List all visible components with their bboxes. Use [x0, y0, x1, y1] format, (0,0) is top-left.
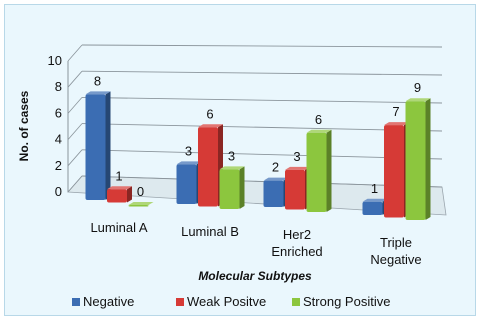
y-tick-label: 8 [55, 79, 62, 94]
data-label: 2 [272, 160, 279, 175]
x-tick-label: Negative [370, 252, 421, 267]
x-tick-label: Luminal A [90, 220, 147, 235]
gridline [81, 149, 443, 160]
bar [219, 169, 240, 209]
gridline-depth [67, 44, 83, 62]
bar-top [107, 186, 132, 190]
legend-label: Strong Positive [303, 294, 390, 309]
bar [176, 164, 197, 204]
bar-top [85, 91, 111, 95]
bar-top [405, 98, 431, 102]
data-label: 7 [392, 104, 399, 119]
data-label: 3 [228, 148, 235, 163]
data-label: 3 [293, 149, 300, 164]
data-label: 9 [414, 80, 421, 95]
bar [128, 205, 149, 207]
legend-label: Weak Positve [187, 294, 266, 309]
data-label: 8 [94, 73, 101, 88]
y-tick-label: 10 [48, 53, 62, 68]
gridline [81, 70, 443, 76]
gridline-depth [67, 97, 83, 114]
data-label: 1 [115, 168, 122, 183]
bar [107, 189, 127, 203]
data-label: 1 [371, 181, 378, 196]
legend-label: Negative [83, 294, 134, 309]
bar-top [263, 177, 289, 181]
y-axis-title: No. of cases [17, 90, 31, 161]
bar-top [306, 129, 332, 133]
bar [405, 101, 426, 220]
data-label: 6 [315, 112, 322, 127]
bar [306, 132, 327, 212]
bar-top [198, 124, 223, 128]
bar-side [425, 98, 431, 220]
bar-side [105, 91, 111, 200]
x-axis-title: Molecular Subtypes [198, 269, 312, 283]
x-tick-label: Luminal B [181, 224, 239, 239]
y-tick-label: 4 [55, 132, 62, 147]
gridline [81, 44, 443, 48]
gridline [81, 175, 443, 188]
bar-side [127, 186, 132, 203]
bar-top [219, 166, 245, 170]
bar-top [128, 202, 154, 205]
x-tick-label: Triple [380, 235, 412, 250]
bar [384, 125, 404, 218]
legend-swatch [292, 298, 300, 306]
legend-swatch [176, 298, 184, 306]
x-tick-label: Her2 [283, 227, 311, 242]
bar [285, 169, 305, 210]
bar [85, 94, 106, 200]
bar-side [326, 129, 332, 212]
data-label: 6 [206, 106, 213, 121]
data-label: 0 [137, 184, 144, 199]
gridline [81, 96, 443, 104]
gridline-depth [67, 175, 83, 193]
bar [198, 127, 218, 207]
gridline-depth [67, 149, 83, 167]
x-tick-label: Enriched [271, 244, 322, 259]
bar [362, 201, 383, 215]
bar-top [285, 166, 310, 170]
gridline-depth [67, 70, 83, 88]
bar [263, 180, 284, 207]
data-label: 3 [185, 143, 192, 158]
y-tick-label: 2 [55, 158, 62, 173]
gridline-depth [67, 123, 83, 140]
gridline [81, 123, 443, 132]
y-tick-label: 6 [55, 105, 62, 120]
y-tick-label: 0 [55, 184, 62, 199]
bar-top [384, 122, 409, 126]
bar-side [239, 166, 245, 209]
bar-top [176, 161, 202, 165]
bar-top [362, 198, 388, 202]
legend-swatch [72, 298, 80, 306]
